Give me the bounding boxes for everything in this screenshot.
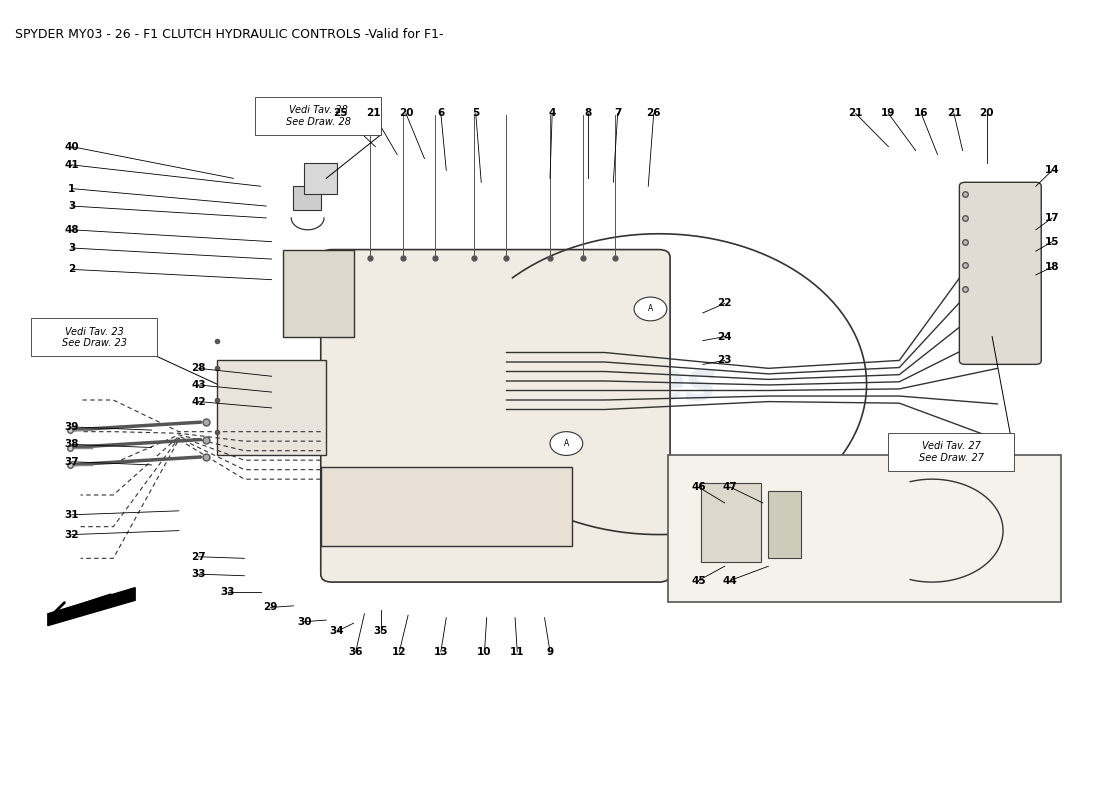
Text: 7: 7 [614, 109, 622, 118]
Text: 16: 16 [914, 109, 928, 118]
Text: 10: 10 [477, 646, 492, 657]
Text: A: A [563, 439, 569, 448]
Text: 33: 33 [221, 586, 235, 597]
Bar [32, 318, 157, 357]
Text: 36: 36 [349, 646, 363, 657]
Bar [294, 186, 321, 210]
Text: 9: 9 [547, 646, 553, 657]
Text: Vedi Tav. 23
See Draw. 23: Vedi Tav. 23 See Draw. 23 [62, 326, 126, 348]
Text: 21: 21 [366, 109, 381, 118]
Text: 21: 21 [947, 109, 961, 118]
Text: 33: 33 [191, 569, 206, 579]
Text: 46: 46 [691, 482, 706, 492]
Text: 20: 20 [979, 109, 994, 118]
Text: 12: 12 [392, 646, 407, 657]
Text: 43: 43 [191, 380, 206, 390]
Circle shape [550, 432, 583, 455]
Text: 40: 40 [65, 142, 79, 152]
Text: 29: 29 [263, 602, 277, 613]
Text: 19: 19 [881, 109, 895, 118]
FancyBboxPatch shape [321, 467, 572, 546]
Text: 48: 48 [65, 225, 79, 234]
Text: 18: 18 [1045, 262, 1059, 272]
Text: 20: 20 [398, 109, 414, 118]
Text: 28: 28 [191, 363, 206, 374]
Text: 26: 26 [647, 109, 661, 118]
Text: 13: 13 [433, 646, 448, 657]
Text: 35: 35 [374, 626, 388, 636]
Bar [768, 491, 801, 558]
FancyBboxPatch shape [217, 361, 327, 455]
Text: 8: 8 [584, 109, 592, 118]
Text: 47: 47 [723, 482, 737, 492]
Text: 38: 38 [65, 439, 79, 450]
Text: 24: 24 [717, 332, 732, 342]
Text: 2: 2 [68, 264, 76, 274]
Text: 39: 39 [65, 422, 79, 432]
FancyBboxPatch shape [321, 250, 670, 582]
Text: 21: 21 [848, 109, 862, 118]
Text: 15: 15 [1045, 237, 1059, 246]
Text: 3: 3 [68, 201, 76, 211]
Text: 32: 32 [65, 530, 79, 539]
Text: 34: 34 [330, 626, 344, 636]
Text: 42: 42 [191, 397, 206, 406]
Text: 44: 44 [723, 575, 737, 586]
Text: 6: 6 [437, 109, 444, 118]
Bar [889, 434, 1014, 471]
Bar [701, 483, 761, 562]
Text: 5: 5 [472, 109, 480, 118]
Text: 23: 23 [717, 355, 732, 366]
Text: 17: 17 [1045, 213, 1059, 223]
Polygon shape [47, 588, 135, 626]
Text: 45: 45 [691, 575, 706, 586]
Bar [255, 97, 381, 134]
Text: 22: 22 [717, 298, 732, 309]
Text: SPYDER MY03 - 26 - F1 CLUTCH HYDRAULIC CONTROLS -Valid for F1-: SPYDER MY03 - 26 - F1 CLUTCH HYDRAULIC C… [15, 28, 443, 41]
Text: 14: 14 [1045, 166, 1059, 175]
Circle shape [634, 297, 667, 321]
Text: Vedi Tav. 28
See Draw. 28: Vedi Tav. 28 See Draw. 28 [286, 105, 351, 126]
Text: 1: 1 [68, 184, 76, 194]
Text: 25: 25 [333, 109, 348, 118]
Text: Vedi Tav. 27
See Draw. 27: Vedi Tav. 27 See Draw. 27 [918, 442, 983, 463]
Polygon shape [283, 250, 353, 337]
FancyBboxPatch shape [959, 182, 1042, 364]
Text: 11: 11 [510, 646, 525, 657]
Text: 37: 37 [65, 457, 79, 466]
Bar [305, 162, 337, 194]
Text: 4: 4 [549, 109, 556, 118]
Text: 41: 41 [65, 160, 79, 170]
Text: 31: 31 [65, 510, 79, 520]
Bar [668, 455, 1060, 602]
Text: A: A [648, 305, 653, 314]
Text: 30: 30 [297, 617, 311, 626]
Text: eurospares: eurospares [383, 358, 717, 410]
Text: 3: 3 [68, 243, 76, 253]
Text: 27: 27 [191, 552, 206, 562]
